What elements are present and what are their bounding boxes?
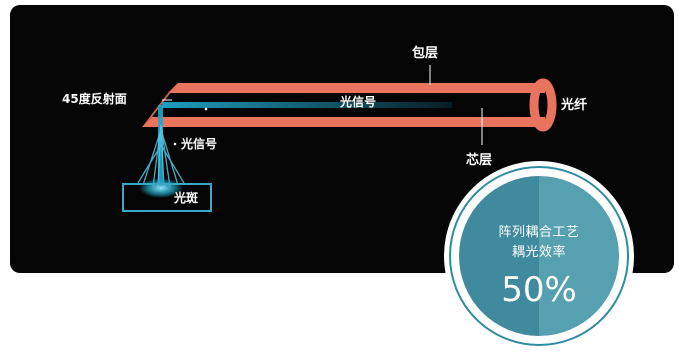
badge-core: 阵列耦合工艺 耦光效率 50% <box>459 176 619 336</box>
fiber-diagram: 包层 光纤 45度反射面 光信号 光信号 芯层 光斑 <box>62 45 587 212</box>
signal-label-fiber: 光信号 <box>339 94 376 109</box>
fiber-end-cap <box>529 78 557 132</box>
efficiency-value: 50% <box>501 270 577 310</box>
fiber-label: 光纤 <box>560 97 587 113</box>
badge-ring: 阵列耦合工艺 耦光效率 50% <box>449 166 629 346</box>
efficiency-badge: 阵列耦合工艺 耦光效率 50% <box>444 161 634 351</box>
signal-dot-down <box>173 142 177 146</box>
spot-box <box>122 183 212 212</box>
spot-label: 光斑 <box>173 190 198 205</box>
signal-label-down: 光信号 <box>180 136 217 151</box>
signal-dot <box>204 107 208 111</box>
diagram-panel: 包层 光纤 45度反射面 光信号 光信号 芯层 光斑 <box>10 5 674 273</box>
mirror-label: 45度反射面 <box>62 91 127 106</box>
badge-title-line2: 耦光效率 <box>511 245 566 260</box>
cladding-label: 包层 <box>412 45 438 61</box>
signal-beam <box>162 102 452 108</box>
light-rays <box>137 124 185 188</box>
fiber-top-wall <box>168 83 545 93</box>
core-label: 芯层 <box>466 152 492 168</box>
fiber-bottom-wall <box>142 117 545 127</box>
badge-title-line1: 阵列耦合工艺 <box>498 225 580 240</box>
